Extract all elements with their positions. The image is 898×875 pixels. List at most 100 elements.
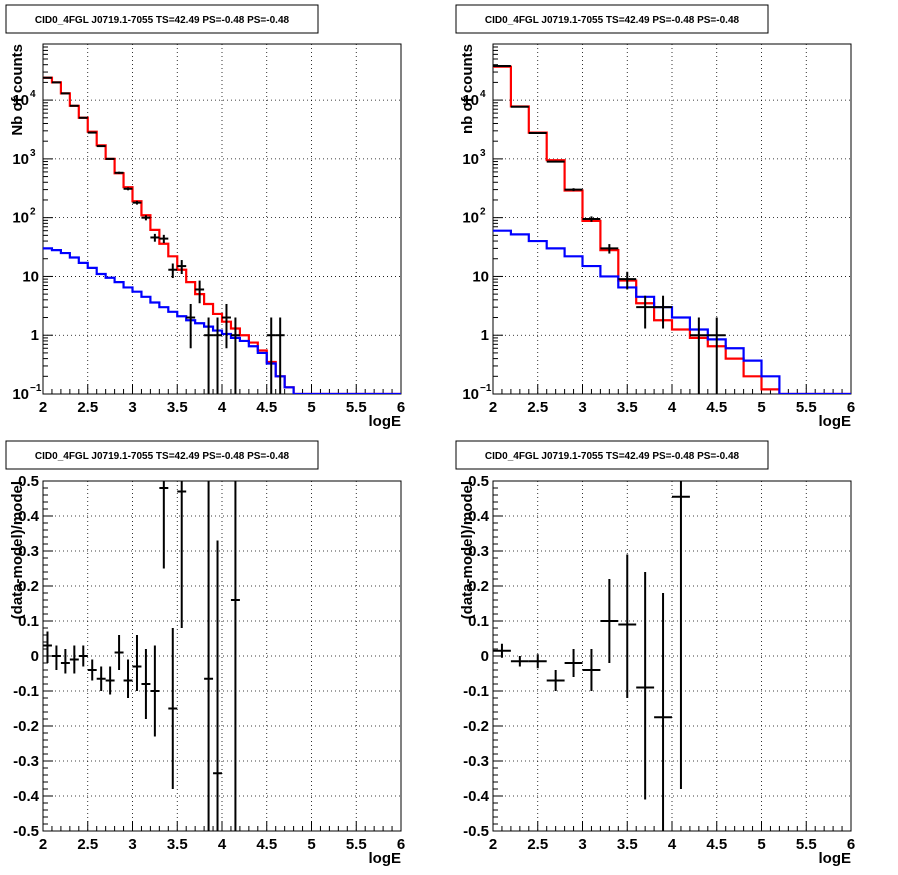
data-layer	[43, 481, 240, 831]
data-point	[510, 656, 529, 667]
data-point	[546, 670, 565, 691]
data-point	[213, 540, 222, 831]
data-point	[51, 645, 61, 670]
x-tick-label: 5.5	[796, 399, 817, 416]
data-point	[132, 635, 142, 691]
y-tick-exponent: 4	[30, 89, 36, 100]
x-tick-label: 3.5	[617, 836, 638, 853]
data-point	[78, 116, 88, 119]
data-point	[60, 649, 70, 674]
data-point	[564, 188, 583, 192]
x-axis-title: logE	[369, 413, 402, 430]
x-tick-label: 4.5	[256, 836, 277, 853]
y-tick-label: 0.4	[468, 508, 490, 525]
x-axis	[42, 821, 402, 831]
data-point	[510, 105, 529, 108]
data-point	[672, 481, 690, 789]
source-model-step-line	[493, 229, 851, 394]
data-point	[493, 643, 511, 658]
data-point	[168, 263, 178, 279]
y-tick-label: -0.5	[13, 823, 39, 840]
y-tick-label: 0.1	[18, 613, 39, 630]
data-layer	[43, 76, 401, 394]
data-point	[230, 481, 240, 831]
y-tick-exponent: −1	[480, 383, 492, 394]
chart-panel-3: CID0_4FGL J0719.1-7055 TS=42.49 PS=-0.48…	[5, 440, 405, 867]
data-point	[266, 317, 276, 394]
x-tick-label: 4	[668, 836, 677, 853]
data-point	[105, 666, 115, 695]
y-tick-label: 10	[462, 92, 479, 109]
data-point	[69, 645, 79, 674]
y-axis-title: (data-model)/model	[9, 481, 26, 619]
x-tick-label: 4	[218, 399, 227, 416]
y-tick-label: 10	[12, 386, 29, 403]
data-point	[195, 280, 205, 304]
data-point	[123, 187, 133, 191]
data-layer	[493, 65, 851, 394]
data-point	[51, 81, 61, 84]
x-tick-label: 6	[397, 836, 405, 853]
x-tick-label: 4.5	[706, 836, 727, 853]
y-tick-label: -0.2	[13, 718, 39, 735]
y-axis	[43, 43, 53, 395]
data-point	[582, 216, 601, 222]
y-tick-exponent: 4	[480, 89, 486, 100]
y-tick-label: -0.3	[463, 753, 489, 770]
x-tick-label: 5	[757, 399, 765, 416]
data-point	[69, 104, 79, 107]
data-point	[78, 645, 88, 667]
x-tick-label: 3	[578, 836, 586, 853]
y-tick-label: -0.3	[13, 753, 39, 770]
x-tick-label: 2.5	[527, 836, 548, 853]
y-tick-label: 10	[12, 151, 29, 168]
chart-title: CID0_4FGL J0719.1-7055 TS=42.49 PS=-0.48…	[485, 451, 740, 462]
data-point	[96, 145, 106, 148]
x-axis-title: logE	[819, 850, 852, 867]
x-tick-label: 5	[307, 399, 315, 416]
data-point	[636, 572, 655, 800]
data-point	[654, 593, 672, 831]
data-point	[204, 317, 214, 394]
x-tick-label: 2	[39, 836, 47, 853]
x-tick-label: 6	[847, 836, 855, 853]
x-tick-label: 2.5	[77, 836, 98, 853]
data-point	[564, 649, 583, 677]
x-tick-label: 2.5	[527, 399, 548, 416]
data-point	[582, 649, 601, 691]
x-tick-label: 5.5	[346, 836, 367, 853]
x-axis	[492, 821, 852, 831]
y-tick-exponent: 2	[30, 207, 36, 218]
total-model-step-line	[493, 65, 851, 394]
data-point	[150, 645, 160, 737]
y-tick-exponent: 2	[480, 207, 486, 218]
chart-panel-1: CID0_4FGL J0719.1-7055 TS=42.49 PS=-0.48…	[5, 4, 405, 430]
data-point	[600, 579, 619, 663]
data-point	[222, 303, 231, 349]
data-point	[87, 131, 97, 134]
x-axis-title: logE	[369, 850, 402, 867]
y-tick-label: 0	[481, 648, 489, 665]
x-axis	[492, 384, 852, 394]
y-tick-exponent: 3	[480, 148, 486, 159]
y-tick-label: -0.2	[463, 718, 489, 735]
data-point	[123, 659, 133, 698]
chart-title: CID0_4FGL J0719.1-7055 TS=42.49 PS=-0.48…	[35, 451, 290, 462]
data-point	[528, 654, 547, 669]
y-tick-label: 10	[12, 210, 29, 227]
x-tick-label: 2	[489, 399, 497, 416]
x-tick-label: 4	[218, 836, 227, 853]
chart-panel-2: CID0_4FGL J0719.1-7055 TS=42.49 PS=-0.48…	[455, 4, 855, 430]
data-point	[528, 132, 547, 135]
data-point	[707, 317, 726, 394]
y-tick-label: 10	[462, 210, 479, 227]
y-tick-label: 10	[462, 386, 479, 403]
data-point	[213, 317, 222, 394]
x-axis	[42, 384, 402, 394]
data-point	[141, 215, 151, 221]
x-tick-label: 3.5	[167, 836, 188, 853]
grid-lines	[43, 44, 401, 394]
y-tick-label: 1	[481, 327, 489, 344]
x-tick-label: 3	[128, 399, 136, 416]
grid-lines	[43, 481, 401, 831]
